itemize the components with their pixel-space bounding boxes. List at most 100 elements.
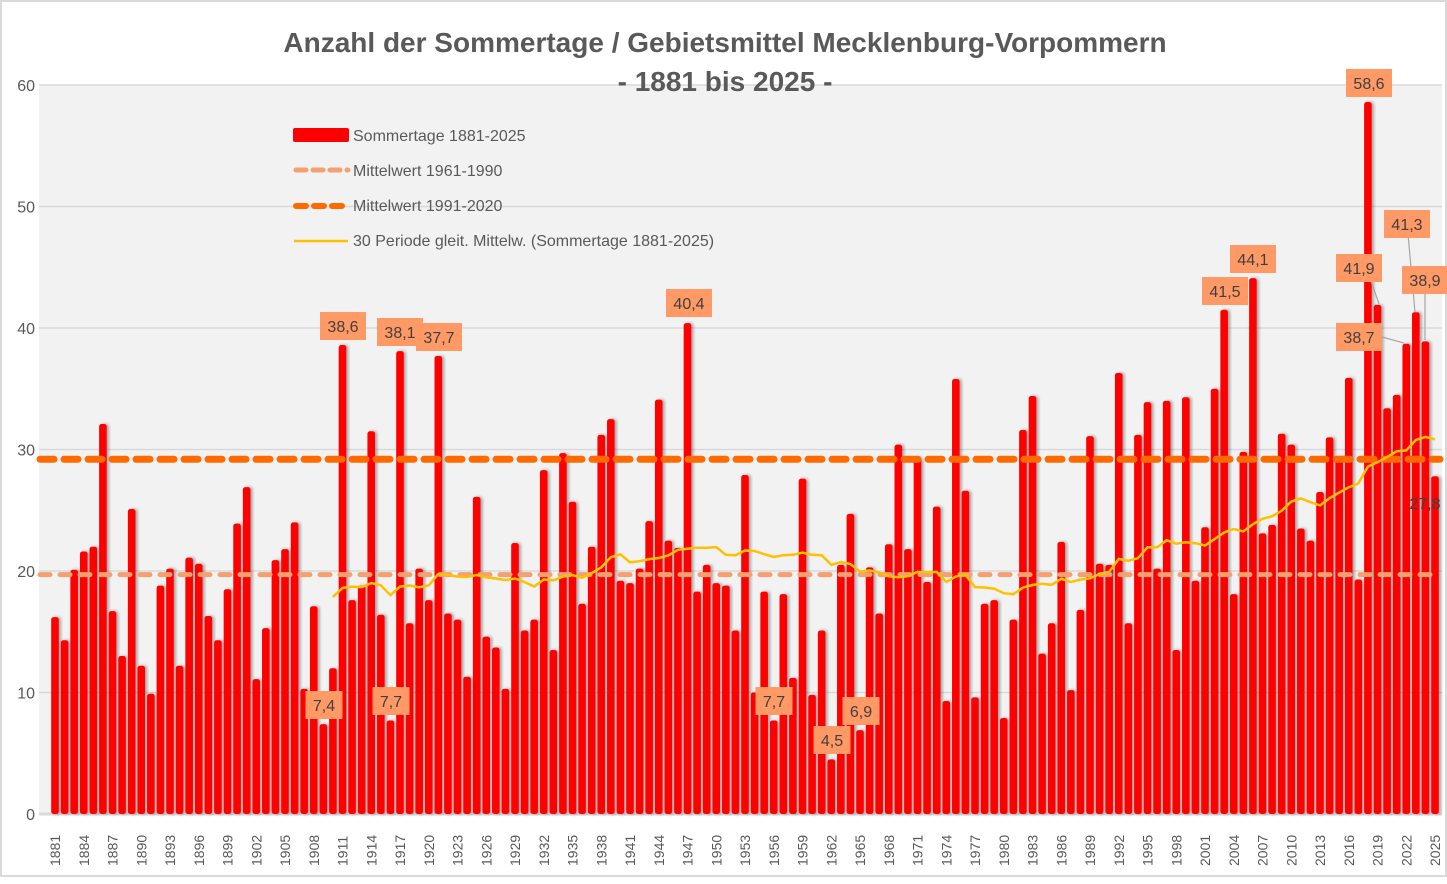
x-tick-label: 1998 bbox=[1168, 835, 1184, 866]
data-label-2022: 38,7 bbox=[1343, 330, 1374, 347]
x-tick-label: 1977 bbox=[967, 835, 983, 866]
bar-1963 bbox=[837, 565, 845, 814]
bar-1998 bbox=[1172, 650, 1180, 814]
data-label-2024: 38,9 bbox=[1409, 273, 1440, 290]
bar-1978 bbox=[981, 604, 989, 814]
bar-2020 bbox=[1383, 408, 1391, 814]
bar-1952 bbox=[732, 631, 740, 814]
bar-1925 bbox=[473, 497, 481, 814]
bar-1939 bbox=[607, 419, 615, 814]
bar-1991 bbox=[1105, 565, 1113, 814]
bar-1890 bbox=[137, 666, 145, 814]
data-label-1956: 7,7 bbox=[763, 694, 785, 711]
data-label-2006: 44,1 bbox=[1237, 252, 1268, 269]
bar-1947 bbox=[684, 323, 692, 814]
bar-1892 bbox=[157, 586, 165, 814]
bar-1962 bbox=[827, 759, 835, 814]
x-tick-label: 1902 bbox=[248, 835, 264, 866]
bar-1929 bbox=[511, 543, 519, 814]
data-label-2023: 41,3 bbox=[1391, 217, 1422, 234]
bar-1995 bbox=[1144, 402, 1152, 814]
bar-1886 bbox=[99, 424, 107, 814]
bar-1988 bbox=[1077, 610, 1085, 814]
bar-1971 bbox=[914, 458, 922, 814]
x-tick-label: 2001 bbox=[1197, 835, 1213, 866]
bar-1922 bbox=[444, 614, 452, 814]
data-label-2018: 58,6 bbox=[1353, 76, 1384, 93]
chart-title: Anzahl der Sommertage / Gebietsmittel Me… bbox=[283, 27, 1166, 58]
legend-label: Mittelwert 1991-2020 bbox=[353, 198, 503, 215]
bar-2025 bbox=[1431, 476, 1439, 814]
data-label-1947: 40,4 bbox=[673, 296, 704, 313]
bar-1884 bbox=[80, 552, 88, 814]
bar-1976 bbox=[962, 491, 970, 814]
data-label-1917: 38,1 bbox=[384, 325, 415, 342]
x-tick-label: 1881 bbox=[47, 835, 63, 866]
bar-2005 bbox=[1240, 452, 1248, 814]
bar-1935 bbox=[569, 502, 577, 814]
bar-1930 bbox=[521, 631, 529, 814]
bar-1959 bbox=[799, 479, 807, 814]
bar-1956 bbox=[770, 720, 778, 814]
bar-1912 bbox=[348, 600, 356, 814]
bar-1919 bbox=[415, 569, 423, 814]
y-tick-label: 0 bbox=[26, 807, 35, 824]
bar-1916 bbox=[387, 720, 395, 814]
y-tick-label: 10 bbox=[17, 686, 35, 703]
bar-1934 bbox=[559, 453, 567, 814]
x-tick-label: 1941 bbox=[622, 835, 638, 866]
legend-label: 30 Periode gleit. Mittelw. (Sommertage 1… bbox=[353, 233, 714, 250]
bar-1893 bbox=[166, 569, 174, 814]
x-tick-label: 1929 bbox=[507, 835, 523, 866]
x-tick-label: 1947 bbox=[680, 835, 696, 866]
x-tick-label: 1896 bbox=[191, 835, 207, 866]
x-tick-label: 1989 bbox=[1082, 835, 1098, 866]
data-label-2003: 41,5 bbox=[1209, 284, 1240, 301]
bar-1881 bbox=[51, 617, 59, 814]
bar-1899 bbox=[224, 589, 232, 814]
data-label-1921: 37,7 bbox=[423, 330, 454, 347]
legend-label: Mittelwert 1961-1990 bbox=[353, 163, 503, 180]
bar-1910 bbox=[329, 668, 337, 814]
x-tick-label: 2025 bbox=[1427, 835, 1443, 866]
bar-1982 bbox=[1019, 430, 1027, 814]
bar-2019 bbox=[1374, 305, 1382, 814]
bar-2022 bbox=[1402, 344, 1410, 814]
bar-1980 bbox=[1000, 718, 1008, 814]
x-tick-label: 1944 bbox=[651, 835, 667, 866]
bar-1887 bbox=[109, 611, 117, 814]
bar-1961 bbox=[818, 631, 826, 814]
bar-1894 bbox=[176, 666, 184, 814]
x-tick-label: 1974 bbox=[938, 835, 954, 866]
bar-1969 bbox=[895, 445, 903, 814]
bar-1943 bbox=[645, 521, 653, 814]
x-tick-label: 1899 bbox=[220, 835, 236, 866]
bar-1950 bbox=[712, 583, 720, 814]
bar-1914 bbox=[367, 431, 375, 814]
x-tick-label: 1926 bbox=[478, 835, 494, 866]
bar-1913 bbox=[358, 586, 366, 814]
x-tick-label: 1893 bbox=[162, 835, 178, 866]
bar-2011 bbox=[1297, 528, 1305, 814]
bar-1888 bbox=[118, 656, 126, 814]
bar-1977 bbox=[971, 697, 979, 814]
bar-2024 bbox=[1422, 341, 1430, 814]
bar-1889 bbox=[128, 509, 136, 814]
bar-1885 bbox=[90, 547, 98, 814]
bar-1918 bbox=[406, 623, 414, 814]
x-tick-label: 1935 bbox=[565, 835, 581, 866]
bar-1883 bbox=[70, 570, 78, 814]
bar-1904 bbox=[272, 560, 280, 814]
bar-2012 bbox=[1307, 541, 1315, 814]
bar-2000 bbox=[1192, 581, 1200, 814]
bar-1993 bbox=[1125, 623, 1133, 814]
x-tick-label: 1917 bbox=[392, 835, 408, 866]
bar-2023 bbox=[1412, 312, 1420, 814]
bar-1882 bbox=[61, 640, 69, 814]
bar-1917 bbox=[396, 351, 404, 814]
x-tick-label: 1971 bbox=[910, 835, 926, 866]
y-tick-label: 30 bbox=[17, 443, 35, 460]
bar-2013 bbox=[1316, 492, 1324, 814]
